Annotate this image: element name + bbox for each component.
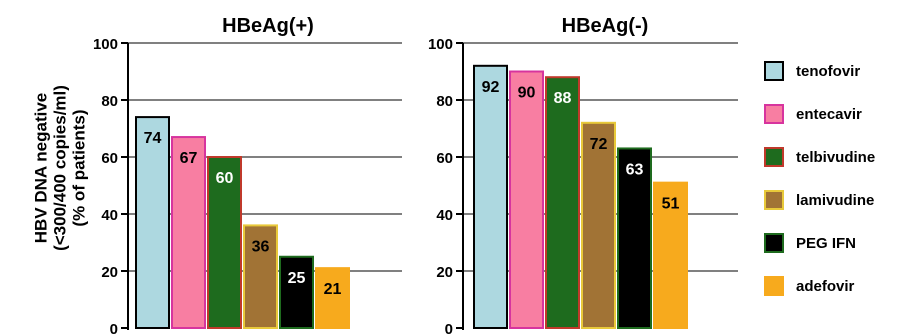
- panel-2-tick-label-100: 100: [428, 36, 453, 53]
- panel-1-title: HBeAg(+): [222, 15, 314, 37]
- y-axis-title-line-2: (<300/400 copies/ml): [50, 85, 70, 251]
- legend-item-adefovir: adefovir: [764, 275, 854, 297]
- panel-2-data-label-adefovir: 51: [662, 196, 680, 213]
- panel-2-data-label-tenofovir: 92: [482, 79, 500, 96]
- panel-1-tick-label-100: 100: [93, 36, 118, 53]
- legend-swatch-peg-ifn: [764, 233, 784, 253]
- legend-item-telbivudine: telbivudine: [764, 146, 875, 168]
- panel-2-bar-lamivudine: [581, 121, 616, 329]
- y-axis-title: HBV DNA negative (<300/400 copies/ml) (%…: [0, 0, 120, 336]
- panel-1-bar-telbivudine: [207, 156, 242, 329]
- y-axis-title-line-1: HBV DNA negative: [31, 92, 51, 244]
- panel-2-title: HBeAg(-): [562, 15, 649, 37]
- legend-label-entecavir: entecavir: [796, 105, 862, 123]
- panel-2-bar-adefovir: [653, 181, 688, 329]
- panel-1-data-label-lamivudine: 36: [252, 238, 270, 255]
- legend-item-entecavir: entecavir: [764, 103, 862, 125]
- panel-1-tick-label-40: 40: [101, 207, 118, 224]
- panel-2-bar-peg-ifn: [617, 147, 652, 329]
- legend-item-tenofovir: tenofovir: [764, 60, 860, 82]
- panel-2-data-label-telbivudine: 88: [554, 90, 572, 107]
- panel-2-tick-label-0: 0: [445, 321, 453, 336]
- panel-2-bar-telbivudine: [545, 76, 580, 329]
- panel-2-tick-label-60: 60: [436, 150, 453, 167]
- panel-2-tick-label-20: 20: [436, 264, 453, 281]
- panel-1-bar-tenofovir: [135, 116, 170, 329]
- legend-swatch-adefovir: [764, 276, 784, 296]
- legend-swatch-telbivudine: [764, 147, 784, 167]
- panel-1-data-label-telbivudine: 60: [216, 170, 234, 187]
- panel-1-data-label-entecavir: 67: [180, 150, 198, 167]
- panel-1-data-label-adefovir: 21: [324, 281, 342, 298]
- panel-1-data-label-tenofovir: 74: [144, 130, 162, 147]
- panel-1-tick-label-0: 0: [110, 321, 118, 336]
- panel-1-data-label-peg-ifn: 25: [288, 270, 306, 287]
- legend-label-telbivudine: telbivudine: [796, 148, 876, 166]
- panel-1-bar-lamivudine: [243, 224, 278, 329]
- panel-2-data-label-peg-ifn: 63: [626, 161, 644, 178]
- legend-label-adefovir: adefovir: [796, 277, 855, 295]
- panel-2-tick-label-80: 80: [436, 93, 453, 110]
- legend-swatch-entecavir: [764, 104, 784, 124]
- panel-2-data-label-entecavir: 90: [518, 85, 536, 102]
- panel-1-tick-label-20: 20: [101, 264, 118, 281]
- panel-2-data-label-lamivudine: 72: [590, 136, 608, 153]
- panel-2-bar-entecavir: [509, 70, 544, 329]
- y-axis-title-line-3: (% of patients): [69, 109, 89, 227]
- legend-swatch-tenofovir: [764, 61, 784, 81]
- legend-item-peg-ifn: PEG IFN: [764, 232, 856, 254]
- panel-1-bar-peg-ifn: [279, 255, 314, 329]
- legend-label-peg-ifn: PEG IFN: [796, 234, 857, 252]
- panel-2-bar-tenofovir: [473, 64, 508, 330]
- panel-2-tick-label-40: 40: [436, 207, 453, 224]
- legend-label-lamivudine: lamivudine: [796, 191, 875, 209]
- panel-1-tick-label-60: 60: [101, 150, 118, 167]
- panel-1-tick-label-80: 80: [101, 93, 118, 110]
- legend-swatch-lamivudine: [764, 190, 784, 210]
- legend-item-lamivudine: lamivudine: [764, 189, 874, 211]
- legend-label-tenofovir: tenofovir: [796, 62, 861, 80]
- panel-1-bar-entecavir: [171, 136, 206, 329]
- panel-1-bar-adefovir: [315, 267, 350, 329]
